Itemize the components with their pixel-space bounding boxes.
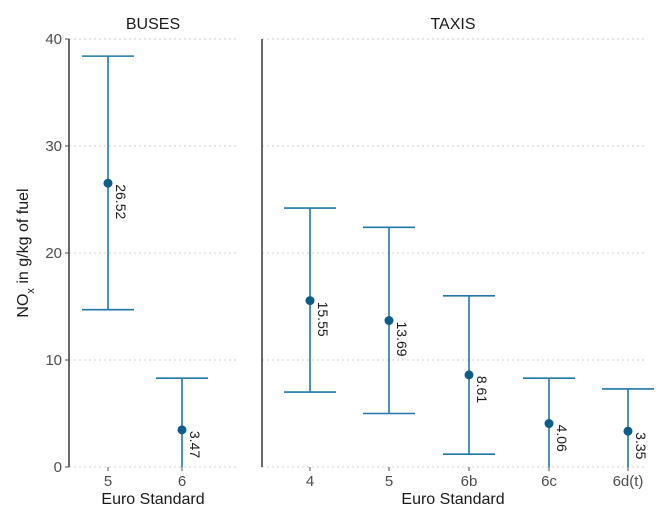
taxis-6b-point (464, 370, 474, 380)
buses-5-x-tick-label: 5 (104, 473, 112, 490)
taxis-6c-point (544, 419, 554, 429)
buses-5-point (103, 178, 113, 188)
taxis-6b-value-label: 8.61 (474, 376, 490, 403)
y-tick-label-0: 0 (54, 459, 62, 476)
taxis-5-value-label: 13.69 (394, 322, 410, 357)
taxis-6d(t)-x-tick-label: 6d(t) (613, 473, 644, 490)
y-tick-label-2: 20 (45, 245, 62, 262)
y-tick-label-1: 10 (45, 352, 62, 369)
buses-6-point (177, 425, 187, 435)
buses-6-value-label: 3.47 (187, 431, 203, 458)
buses-panel-title: BUSES (126, 16, 180, 33)
taxis-4-point (305, 296, 315, 306)
taxis-5-x-tick-label: 5 (385, 473, 393, 490)
y-tick-label-3: 30 (45, 138, 62, 155)
taxis-6b-x-tick-label: 6b (461, 473, 478, 490)
taxis-6d(t)-point (623, 426, 633, 436)
y-tick-label-4: 40 (45, 31, 62, 48)
taxis-panel-title: TAXIS (430, 16, 475, 33)
taxis-6c-x-tick-label: 6c (541, 473, 557, 490)
taxis-6c-value-label: 4.06 (554, 425, 570, 452)
taxis-x-axis-title: Euro Standard (401, 491, 504, 508)
buses-x-axis-title: Euro Standard (101, 491, 204, 508)
buses-5-value-label: 26.52 (113, 184, 129, 219)
y-axis-title: NOx in g/kg of fuel (15, 188, 37, 317)
taxis-4-x-tick-label: 4 (306, 473, 314, 490)
taxis-5-point (384, 316, 394, 326)
taxis-4-value-label: 15.55 (315, 302, 331, 337)
buses-6-x-tick-label: 6 (178, 473, 186, 490)
taxis-6d(t)-value-label: 3.35 (633, 432, 649, 459)
